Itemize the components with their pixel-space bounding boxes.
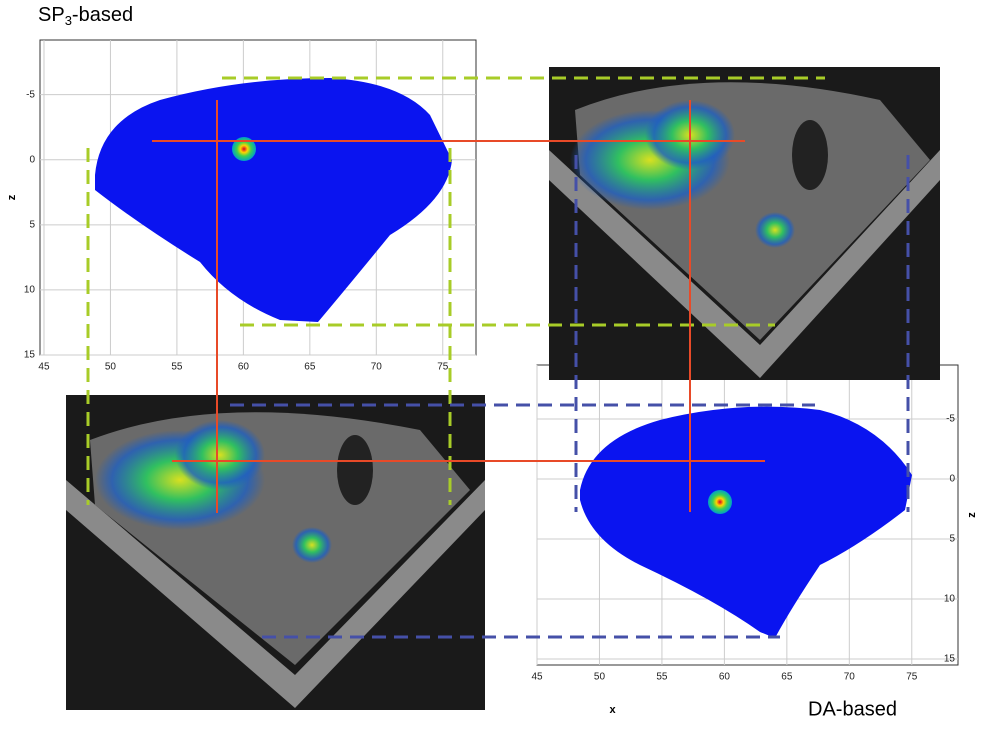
z-tick-label: 10 (24, 285, 36, 296)
x-tick-label: 55 (656, 672, 668, 683)
x-tick-label: 55 (171, 362, 183, 373)
z-axis-label: z (966, 512, 978, 518)
plot-right: 45 50 55 60 65 70 75 -5 0 5 10 15 z x (531, 365, 977, 716)
ct-image-top (549, 67, 940, 380)
x-tick-label: 65 (781, 672, 793, 683)
x-tick-label: 50 (105, 362, 117, 373)
hot-spot (708, 490, 732, 514)
z-axis-label: z (6, 194, 18, 200)
x-tick-label: 65 (304, 362, 316, 373)
x-tick-label: 70 (844, 672, 856, 683)
z-tick-label: 5 (949, 534, 955, 545)
z-tick-label: -5 (946, 414, 955, 425)
z-tick-label: 15 (24, 350, 36, 361)
x-tick-label: 45 (38, 362, 50, 373)
x-tick-label: 60 (238, 362, 250, 373)
ct-image-bottom (66, 395, 485, 710)
x-tick-label: 50 (594, 672, 606, 683)
plot-left: 45 50 55 60 65 70 75 -5 0 5 10 15 z (6, 40, 476, 373)
z-tick-label: 5 (29, 219, 35, 230)
figure: SP3-based DA-based 45505560657075-505101… (0, 0, 982, 727)
x-tick-label: 75 (906, 672, 918, 683)
title-left: SP3-based (38, 4, 133, 28)
z-tick-label: -5 (26, 89, 35, 100)
x-tick-label: 60 (719, 672, 731, 683)
z-tick-label: 0 (949, 474, 955, 485)
title-right: DA-based (808, 698, 897, 720)
x-tick-label: 45 (531, 672, 543, 683)
x-axis-label: x (609, 704, 616, 716)
x-tick-label: 70 (371, 362, 383, 373)
z-tick-label: 0 (29, 154, 35, 165)
x-tick-label: 75 (437, 362, 449, 373)
z-tick-label: 15 (944, 654, 956, 665)
z-tick-label: 10 (944, 594, 956, 605)
